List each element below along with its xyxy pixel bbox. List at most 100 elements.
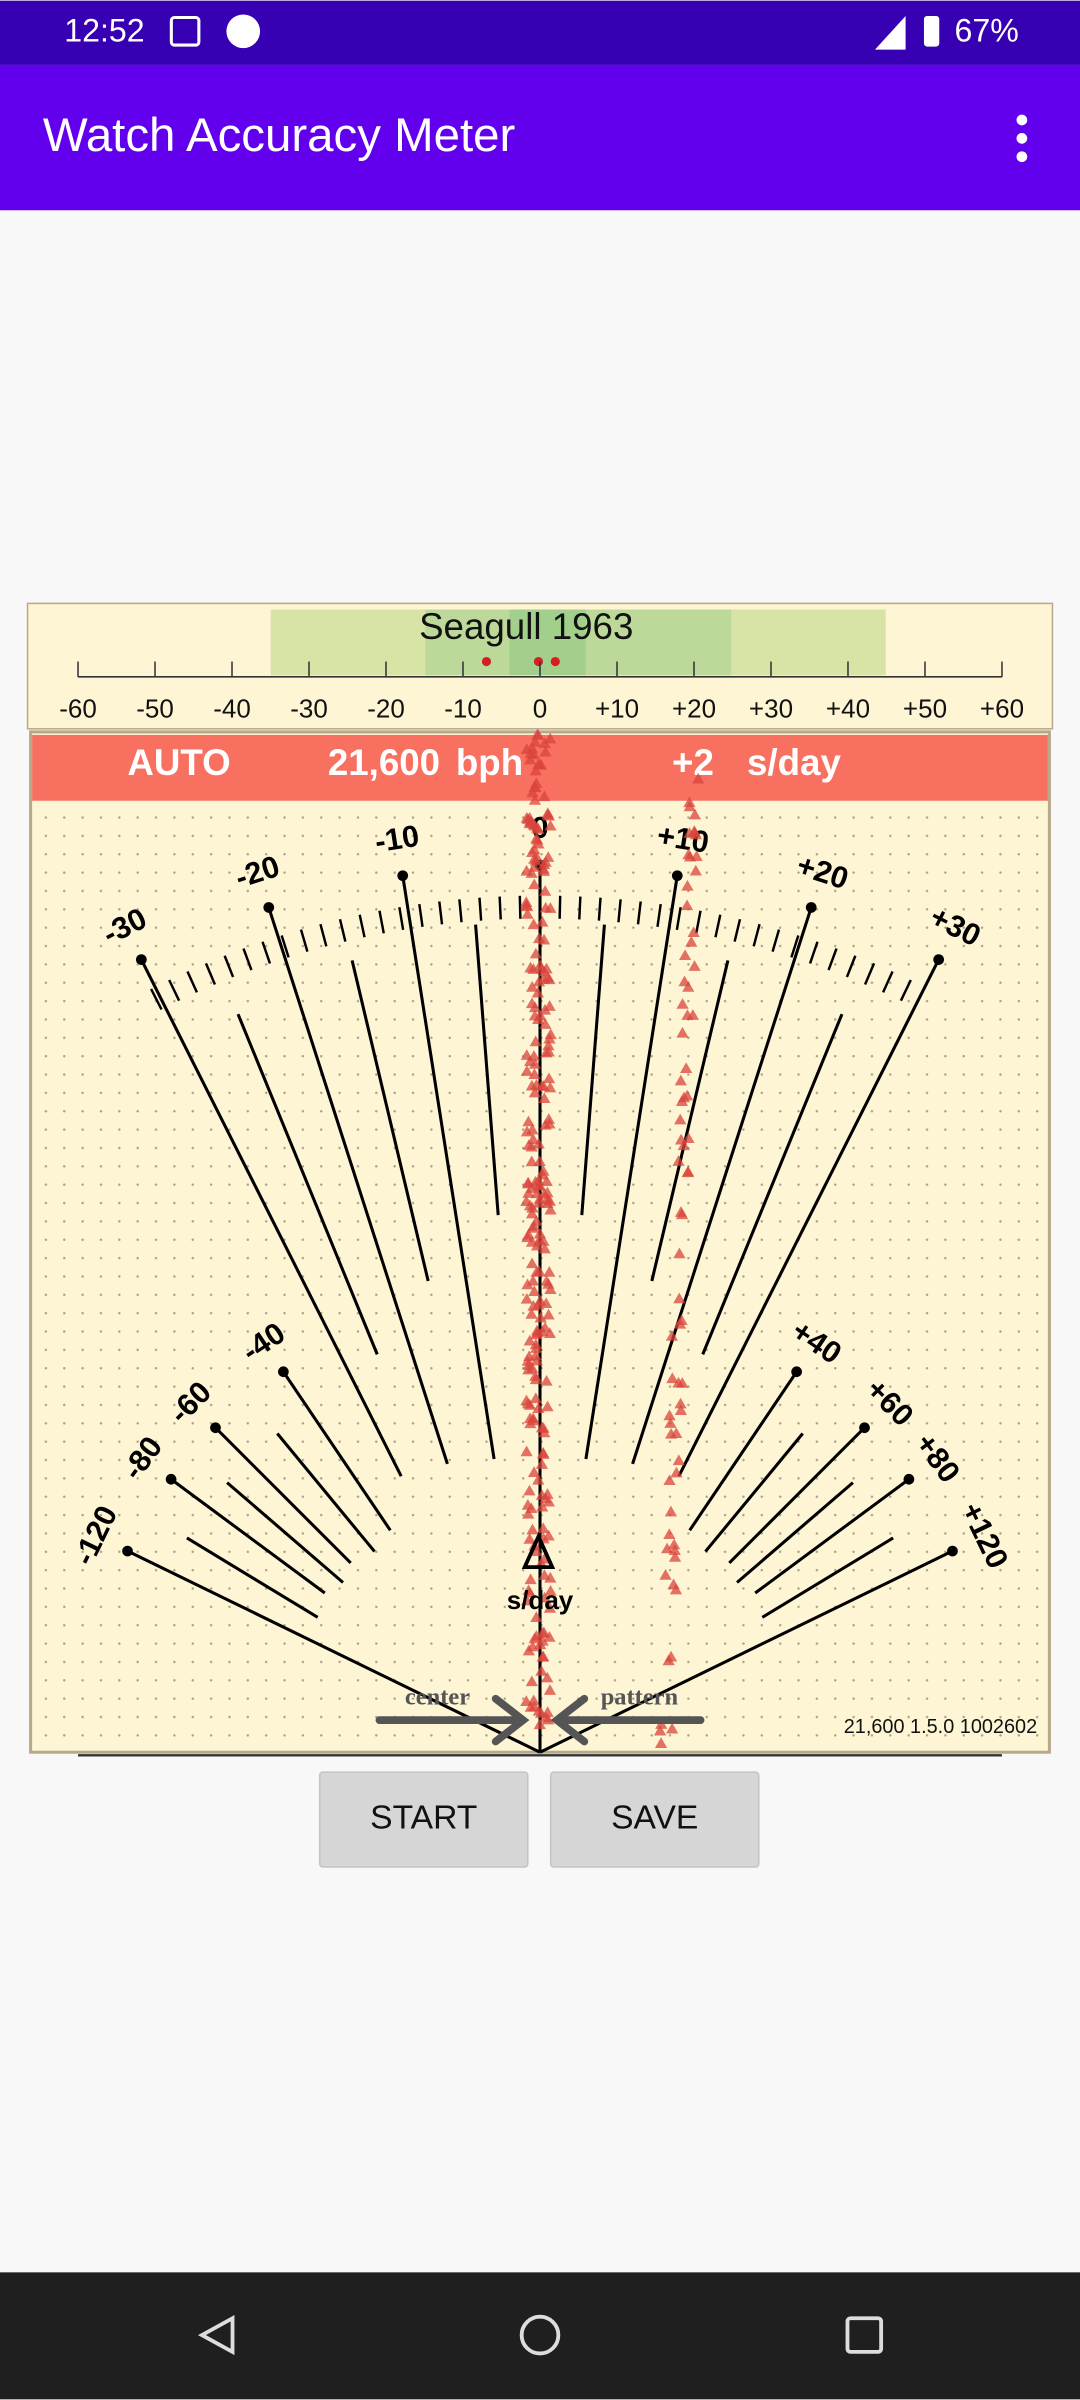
point — [543, 1266, 556, 1277]
dial-label: -10 — [373, 819, 422, 859]
point — [529, 1373, 543, 1385]
point — [527, 1414, 540, 1426]
header-rate: 21,600 — [328, 742, 440, 783]
point — [536, 1627, 549, 1638]
center-label: center — [405, 1683, 470, 1710]
save-button-label[interactable]: SAVE — [611, 1799, 698, 1836]
arc-tick — [636, 901, 642, 925]
point — [530, 1611, 543, 1622]
point — [542, 851, 555, 862]
point — [674, 1074, 687, 1086]
point — [523, 1334, 536, 1346]
point — [525, 1257, 539, 1269]
point — [673, 1247, 686, 1259]
point — [683, 796, 696, 808]
needle-marker — [521, 1531, 556, 1570]
point — [537, 1446, 550, 1458]
point — [664, 1417, 677, 1428]
point — [525, 1675, 538, 1687]
point — [541, 1197, 554, 1208]
point — [653, 1724, 667, 1736]
point — [544, 1584, 557, 1596]
save-button[interactable]: SAVE — [549, 1771, 760, 1868]
dial-line — [236, 1013, 379, 1355]
point — [680, 899, 694, 911]
point — [520, 1394, 533, 1406]
dial-line — [761, 1536, 894, 1619]
dial-line — [401, 875, 496, 1460]
point — [533, 1234, 546, 1245]
point — [530, 1545, 543, 1557]
status-time: 12:52 — [64, 12, 144, 48]
start-button[interactable]: START — [318, 1771, 529, 1868]
arc-tick — [617, 899, 622, 923]
header-rate-unit: bph — [456, 742, 523, 783]
point — [542, 1308, 555, 1320]
nav-home[interactable] — [519, 2314, 561, 2356]
point — [544, 732, 557, 744]
arc-tick — [733, 918, 742, 942]
arc-tick — [656, 903, 662, 928]
point — [520, 1292, 533, 1304]
arc-tick — [261, 941, 272, 964]
point — [654, 1737, 668, 1748]
point — [538, 1321, 552, 1333]
point — [666, 1722, 679, 1734]
point — [521, 1278, 534, 1290]
point — [535, 1665, 548, 1676]
start-button-label[interactable]: START — [370, 1799, 477, 1836]
dial-line — [650, 960, 730, 1282]
gallery-icon — [169, 15, 201, 47]
point — [674, 1113, 687, 1125]
header-deviation: +2 — [672, 742, 714, 783]
arc-tick — [498, 896, 502, 920]
point — [526, 786, 539, 798]
arc-tick — [299, 929, 309, 952]
point — [523, 1533, 536, 1544]
point — [526, 1523, 539, 1535]
point — [670, 1466, 683, 1478]
scale-label: +60 — [980, 693, 1024, 723]
reading-dot — [533, 656, 544, 667]
arc-tick — [378, 910, 385, 934]
point — [528, 1001, 542, 1013]
nav-bar — [0, 2272, 1080, 2400]
scale-label: -50 — [136, 693, 174, 723]
nav-back[interactable] — [197, 2315, 235, 2356]
point — [524, 1573, 537, 1585]
point — [533, 1179, 546, 1191]
arc-tick — [790, 935, 800, 958]
point — [541, 1400, 554, 1412]
point — [537, 1650, 550, 1662]
point — [543, 1684, 557, 1695]
point — [673, 1317, 687, 1329]
point — [525, 1207, 539, 1219]
point — [676, 1026, 689, 1038]
point — [680, 1062, 693, 1074]
arc-tick — [438, 901, 444, 925]
point — [538, 790, 551, 802]
scale-ticks: -60 -50 -40 -30 -20 -10 0 +10 +20 +30 +40 +50 +60 — [59, 661, 1024, 723]
point — [528, 861, 541, 872]
point — [663, 1528, 676, 1539]
point — [688, 808, 702, 820]
dial-dot — [805, 902, 817, 913]
point — [522, 1584, 535, 1596]
overflow-menu[interactable] — [1016, 114, 1028, 163]
point — [664, 1505, 678, 1517]
point — [525, 1140, 538, 1152]
point — [527, 1220, 540, 1231]
point — [537, 862, 550, 874]
dial-dot — [397, 870, 409, 882]
dial-dot — [903, 1473, 915, 1485]
point — [682, 981, 695, 992]
point — [664, 1427, 678, 1439]
point — [539, 885, 552, 896]
arc-tick — [808, 941, 819, 964]
nav-recents[interactable] — [845, 2316, 884, 2354]
point — [528, 843, 541, 855]
arc-tick — [398, 907, 405, 931]
point — [661, 1542, 674, 1554]
dial-line — [688, 1370, 798, 1532]
